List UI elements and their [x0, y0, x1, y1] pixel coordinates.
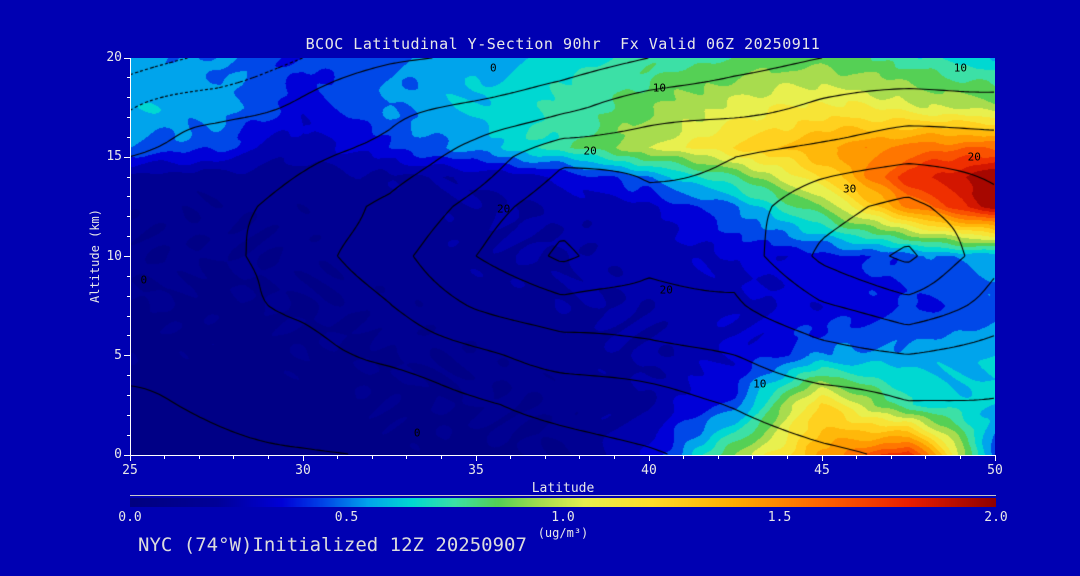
y-minor-tick: [127, 176, 130, 178]
colorbar-tick-label: 1.5: [767, 510, 792, 525]
contour-label: 10: [953, 61, 968, 75]
x-minor-tick: [198, 456, 200, 459]
y-tick-label: 10: [106, 248, 122, 264]
contour-label: 0: [413, 426, 421, 440]
x-minor-tick: [717, 456, 719, 459]
y-tick-label: 5: [114, 347, 122, 363]
plot-canvas: [130, 58, 995, 455]
y-minor-tick: [127, 315, 130, 317]
colorbar-top-rule: [130, 495, 996, 496]
x-minor-tick: [233, 456, 235, 459]
x-minor-tick: [890, 456, 892, 459]
y-minor-tick: [127, 275, 130, 277]
x-tick-label: 30: [295, 463, 311, 478]
x-minor-tick: [856, 456, 858, 459]
y-minor-tick: [127, 77, 130, 79]
x-minor-tick: [371, 456, 373, 459]
x-major-tick: [648, 456, 650, 461]
colorbar-tick-label: 1.0: [551, 510, 575, 525]
x-minor-tick: [164, 456, 166, 459]
colorbar-tick-label: 2.0: [984, 510, 1008, 525]
y-minor-tick: [127, 136, 130, 138]
colorbar-tick-label: 0.0: [118, 510, 142, 525]
y-minor-tick: [127, 394, 130, 396]
x-minor-tick: [579, 456, 581, 459]
contour-label: 20: [583, 144, 597, 158]
x-axis-label: Latitude: [531, 481, 595, 496]
x-major-tick: [994, 456, 996, 461]
footer-text: NYC (74°W)Initialized 12Z 20250907: [138, 534, 527, 556]
y-minor-tick: [127, 434, 130, 436]
x-major-tick: [475, 456, 477, 461]
y-minor-tick: [127, 216, 130, 218]
x-minor-tick: [406, 456, 408, 459]
y-major-tick: [124, 355, 130, 357]
x-minor-tick: [337, 456, 339, 459]
y-minor-tick: [127, 196, 130, 198]
y-minor-tick: [127, 335, 130, 337]
contour-label: 0: [140, 273, 148, 287]
contour-label: 10: [652, 81, 666, 95]
x-axis-line: [130, 455, 996, 456]
x-minor-tick: [267, 456, 269, 459]
contour-label: 20: [967, 150, 981, 164]
y-minor-tick: [127, 414, 130, 416]
y-minor-tick: [127, 375, 130, 377]
y-minor-tick: [127, 236, 130, 238]
x-minor-tick: [613, 456, 615, 459]
x-tick-label: 45: [814, 463, 830, 478]
colorbar-tick-label: 0.5: [334, 510, 359, 525]
plot-title: BCOC Latitudinal Y-Section 90hr Fx Valid…: [305, 35, 821, 53]
contour-label: 10: [753, 377, 767, 391]
y-minor-tick: [127, 97, 130, 99]
x-minor-tick: [544, 456, 546, 459]
colorbar-units-label: (ug/m³): [537, 526, 589, 540]
y-major-tick: [124, 156, 130, 158]
x-tick-label: 50: [987, 463, 1003, 478]
y-minor-tick: [127, 117, 130, 119]
x-major-tick: [129, 456, 131, 461]
colorbar-canvas: [130, 498, 996, 507]
x-major-tick: [302, 456, 304, 461]
x-minor-tick: [925, 456, 927, 459]
x-minor-tick: [752, 456, 754, 459]
y-tick-label: 0: [114, 447, 122, 462]
y-minor-tick: [127, 295, 130, 297]
y-major-tick: [124, 454, 130, 456]
x-tick-label: 35: [468, 463, 484, 478]
x-minor-tick: [510, 456, 512, 459]
contour-label: 20: [659, 283, 673, 297]
x-minor-tick: [683, 456, 685, 459]
y-major-tick: [124, 256, 130, 257]
x-minor-tick: [959, 456, 961, 459]
contour-label: 20: [497, 202, 511, 216]
x-tick-label: 25: [122, 463, 138, 478]
y-axis-line: [130, 58, 131, 456]
y-tick-label: 20: [106, 50, 122, 65]
x-major-tick: [821, 456, 823, 461]
x-minor-tick: [786, 456, 788, 459]
x-tick-label: 40: [641, 463, 657, 478]
y-major-tick: [124, 57, 130, 59]
y-tick-label: 15: [106, 149, 122, 165]
contour-label: 30: [843, 182, 857, 196]
contour-label: 0: [489, 61, 497, 75]
x-minor-tick: [440, 456, 442, 459]
